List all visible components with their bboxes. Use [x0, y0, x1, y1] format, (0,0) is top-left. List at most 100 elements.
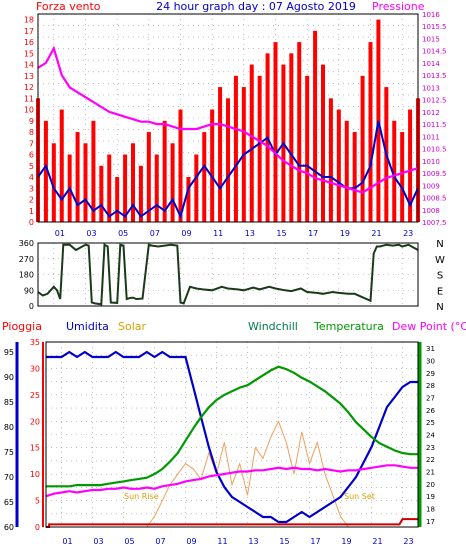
wind-tick-label: 17	[24, 27, 34, 36]
humidity-tick-label: 60	[4, 523, 14, 532]
rain-tick-label: 15	[30, 444, 40, 453]
wind-bar	[305, 75, 310, 223]
dew-point-line	[45, 464, 418, 498]
humidity-tick-label: 90	[4, 373, 14, 382]
legend-pioggia: Pioggia	[2, 320, 42, 333]
thermo-panel-frame	[45, 341, 419, 528]
wind-x-tick-label: 05	[118, 229, 128, 238]
wind-bar	[408, 109, 413, 222]
wind-bar	[194, 154, 199, 222]
pressure-tick-label: 1014	[422, 60, 440, 68]
wind-tick-label: 13	[24, 72, 34, 81]
wind-bar	[233, 75, 238, 223]
pressure-tick-label: 1008	[422, 207, 440, 215]
wind-bar	[360, 75, 365, 223]
direction-tick-label: 180	[19, 271, 34, 280]
wind-x-tick-label: 01	[55, 229, 65, 238]
pressure-line	[37, 45, 419, 194]
legend-umidita: Umidita	[66, 320, 109, 333]
pressure-tick-label: 1012.5	[422, 97, 447, 105]
wind-bar	[344, 120, 349, 222]
wind-x-tick-label: 11	[213, 229, 223, 238]
thermo-x-tick-label: 09	[186, 537, 196, 546]
compass-label: W	[435, 255, 445, 266]
wind-bar	[162, 120, 167, 222]
temperature-tick-label: 18	[426, 506, 435, 514]
temperature-line	[46, 365, 418, 488]
legend-solar: Solar	[118, 320, 147, 333]
pressure-tick-label: 1014.5	[422, 48, 447, 56]
wind-x-tick-label: 03	[86, 229, 96, 238]
humidity-tick-label: 65	[4, 498, 14, 507]
wind-bar	[51, 143, 56, 222]
wind-x-tick-label: 19	[340, 229, 350, 238]
direction-tick-label: 90	[24, 286, 34, 295]
wind-bar	[146, 132, 151, 222]
wind-tick-label: 16	[24, 38, 34, 47]
thermo-x-tick-label: 11	[217, 537, 227, 546]
wind-bar	[178, 109, 183, 222]
wind-bar	[297, 42, 302, 222]
pressure-tick-label: 1015.5	[422, 23, 447, 31]
wind-bar	[273, 42, 278, 222]
compass-label: S	[437, 271, 443, 282]
compass-label: N	[436, 239, 443, 250]
thermo-x-tick-label: 07	[155, 537, 165, 546]
wind-bar	[400, 132, 405, 222]
humidity-tick-label: 80	[4, 423, 14, 432]
wind-tick-label: 3	[29, 184, 34, 193]
wind-x-tick-label: 07	[150, 229, 160, 238]
humidity-tick-label: 85	[4, 398, 14, 407]
pressure-tick-label: 1007.5	[422, 219, 447, 227]
wind-bar	[170, 143, 175, 222]
wind-tick-label: 2	[29, 196, 34, 205]
pressure-tick-label: 1011	[422, 133, 440, 141]
humidity-tick-label: 75	[4, 448, 14, 457]
wind-bar	[202, 132, 207, 222]
temperature-tick-label: 29	[426, 370, 435, 378]
legend-dew-point: Dew Point (°C)	[392, 320, 466, 333]
wind-x-tick-label: 09	[181, 229, 191, 238]
wind-tick-label: 14	[24, 61, 34, 70]
wind-direction-line	[37, 243, 419, 306]
wind-bar	[328, 98, 333, 222]
sun-set-annotation: Sun Set	[344, 492, 375, 501]
wind-bar	[186, 177, 191, 222]
rain-tick-label: 5	[35, 497, 40, 506]
rain-tick-label: 0	[35, 523, 40, 532]
thermo-x-tick-label: 19	[341, 537, 351, 546]
temperature-tick-label: 17	[426, 518, 435, 526]
rain-tick-label: 20	[30, 417, 40, 426]
wind-bar	[321, 64, 325, 222]
pressure-tick-label: 1009.5	[422, 170, 447, 178]
wind-bar	[249, 64, 254, 222]
direction-tick-label: 270	[19, 255, 34, 264]
wind-bar	[107, 154, 112, 222]
wind-bar	[257, 75, 262, 223]
sun-rise-annotation: Sun Rise	[124, 492, 159, 501]
temperature-tick-label: 24	[426, 432, 435, 440]
legend-temperatura: Temperatura	[313, 320, 384, 333]
pressure-axis-label: Pressione	[372, 0, 425, 13]
thermo-x-tick-label: 17	[310, 537, 320, 546]
chart-title: 24 hour graph day : 07 Agosto 2019	[156, 0, 356, 13]
wind-bar	[43, 120, 48, 222]
wind-tick-label: 6	[29, 151, 34, 160]
wind-bar	[83, 143, 88, 222]
wind-tick-label: 1	[29, 207, 34, 216]
pressure-tick-label: 1013	[422, 84, 440, 92]
wind-tick-label: 5	[29, 162, 34, 171]
direction-panel-frame	[37, 242, 419, 307]
wind-panel-frame	[37, 13, 419, 223]
wind-bar	[91, 120, 96, 222]
wind-bar	[115, 177, 120, 222]
temperature-tick-label: 25	[426, 419, 435, 427]
compass-label: E	[437, 286, 443, 297]
rain-tick-label: 25	[30, 391, 40, 400]
temperature-tick-label: 19	[426, 493, 435, 501]
pressure-tick-label: 1011.5	[422, 121, 447, 129]
wind-bar	[123, 154, 128, 222]
wind-tick-label: 18	[24, 16, 34, 25]
